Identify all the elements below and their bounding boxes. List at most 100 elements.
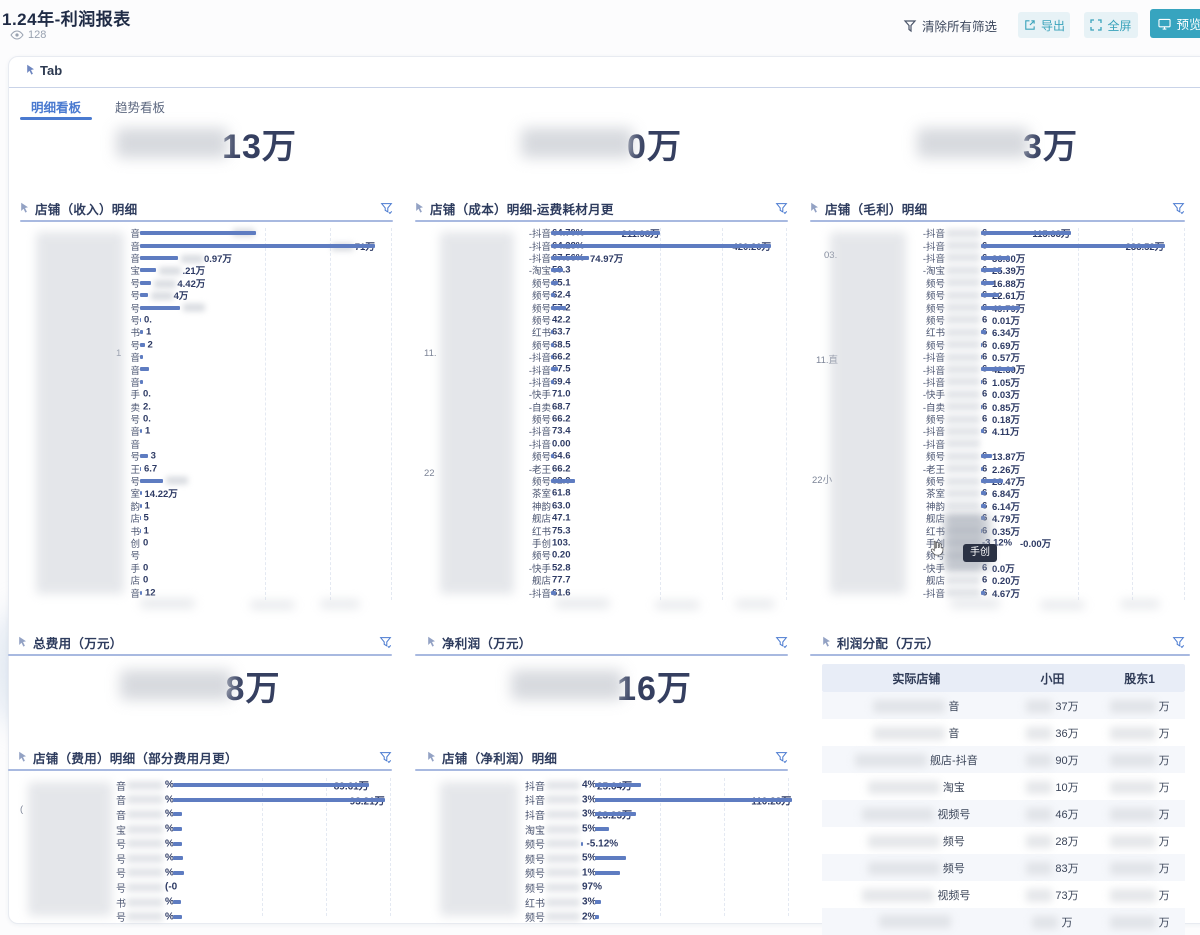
filter-icon[interactable] <box>1172 202 1185 215</box>
shareholder-cell: 万 <box>1094 806 1185 822</box>
gross-total-value: 3万 <box>1023 119 1078 168</box>
redaction <box>1026 889 1052 902</box>
preview-button[interactable]: 预览 <box>1150 9 1200 38</box>
store-cell: 视频号 <box>822 806 1011 822</box>
redaction <box>1110 781 1156 794</box>
bar <box>140 355 143 359</box>
bar <box>551 281 558 285</box>
bar-track <box>140 438 393 450</box>
filter-icon[interactable] <box>775 636 788 649</box>
bar-track <box>140 227 393 239</box>
clear-filters-button[interactable]: 清除所有筛选 <box>903 16 997 35</box>
fullscreen-button[interactable]: 全屏 <box>1084 12 1138 38</box>
bar <box>981 330 986 334</box>
store-cell: 频号 <box>822 860 1011 876</box>
bar-track: 5% <box>581 822 788 837</box>
xiaotian-value: 36万 <box>1055 728 1078 740</box>
bar-track: 6 0.20万 <box>981 574 1185 586</box>
bar-track: 0.97万 <box>140 252 393 264</box>
export-button[interactable]: 导出 <box>1018 12 1070 38</box>
filter-icon[interactable] <box>379 636 392 649</box>
panel-divider <box>415 769 788 771</box>
percent-label: 52.8 <box>552 562 571 573</box>
value-label: 2 <box>148 339 153 350</box>
panel-divider <box>8 769 392 771</box>
redaction <box>946 266 980 275</box>
tab-trend-board[interactable]: 趋势看板 <box>104 94 176 118</box>
redaction <box>946 576 980 585</box>
redaction <box>946 501 980 510</box>
redaction <box>873 727 945 740</box>
value-label: -5.12% <box>586 838 618 849</box>
panel-title: 利润分配（万元） <box>837 633 939 652</box>
value-label: 4万 <box>151 288 189 302</box>
panel-divider <box>415 220 788 222</box>
bar-track: 103. <box>551 537 788 549</box>
panel-pointer-icon <box>427 751 436 763</box>
bar-track: 6 49.79万 <box>981 301 1185 313</box>
bar-track: 3% 110.28万 <box>581 793 788 808</box>
bar <box>981 367 1014 371</box>
filter-icon[interactable] <box>775 202 788 215</box>
axis-redaction <box>1120 600 1160 608</box>
bar-track: 3% <box>581 895 788 910</box>
percent-label: 6 <box>982 352 987 363</box>
panel-expense-total: 总费用（万元） <box>18 633 392 651</box>
bar-track: 4.42万 <box>140 277 393 289</box>
bar-track: 66.2 <box>551 462 788 474</box>
tab-detail-board[interactable]: 明细看板 <box>20 94 92 118</box>
percent-label: 103. <box>552 537 571 548</box>
value-label: 1 <box>144 525 149 536</box>
shareholder-cell: 万 <box>1094 887 1185 903</box>
percent-label: 66.2 <box>552 463 571 474</box>
axis-redaction <box>320 600 360 608</box>
bar-track: 6 22.61万 <box>981 289 1185 301</box>
axis-fragment: 11. <box>424 348 437 359</box>
panel-title: 店铺（成本）明细-运费耗材月更 <box>430 199 614 218</box>
table-header: 实际店铺 小田 股东1 <box>822 664 1185 692</box>
bar-track: 6 36.00万 <box>981 252 1185 264</box>
filter-icon[interactable] <box>775 751 788 764</box>
redaction <box>546 883 580 892</box>
bar-track: 6 0.18万 <box>981 413 1185 425</box>
filter-icon[interactable] <box>1172 636 1185 649</box>
store-cell: 音 <box>822 698 1011 714</box>
panel-pointer-icon <box>810 202 819 214</box>
xiaotian-cell: 83万 <box>1011 860 1094 876</box>
view-count-value: 128 <box>28 29 46 41</box>
bar-track: 57.2 <box>551 301 788 313</box>
filter-icon[interactable] <box>380 202 393 215</box>
bar <box>551 293 555 297</box>
bar-track: 0 <box>140 562 393 574</box>
filter-icon[interactable] <box>379 751 392 764</box>
bar-track: 77.7 <box>551 574 788 586</box>
bar-track: 2 <box>140 339 393 351</box>
bar <box>551 330 553 334</box>
percent-label: 0.00 <box>552 438 571 449</box>
value-label: 74.97万 <box>590 251 623 265</box>
bar-track: 66.2 <box>551 351 788 363</box>
percent-label: 6 <box>982 389 987 400</box>
panel-divider <box>810 220 1185 222</box>
redaction <box>879 915 951 928</box>
bar-track: 64.70% 211.98万 <box>551 227 788 239</box>
bar <box>551 479 575 483</box>
table-row: 频号 28万 万 <box>822 827 1185 854</box>
xiaotian-cell: 10万 <box>1011 779 1094 795</box>
redaction <box>440 782 518 916</box>
panel-title: 店铺（毛利）明细 <box>825 199 927 218</box>
xiaotian-value: 73万 <box>1055 890 1078 902</box>
bar <box>595 783 641 787</box>
bar <box>140 281 151 285</box>
store-name: 音 <box>948 728 959 740</box>
redaction <box>1026 835 1052 848</box>
bar-track <box>140 301 393 313</box>
redaction <box>1110 700 1156 713</box>
page-title: 1.24年-利润报表 <box>2 5 131 30</box>
bar <box>981 429 984 433</box>
bar <box>981 491 986 495</box>
xiaotian-cell: 46万 <box>1011 806 1094 822</box>
bar-track: % 93.21万 <box>164 793 392 808</box>
bar <box>595 915 599 919</box>
revenue-total-value: 13万 <box>222 119 297 168</box>
